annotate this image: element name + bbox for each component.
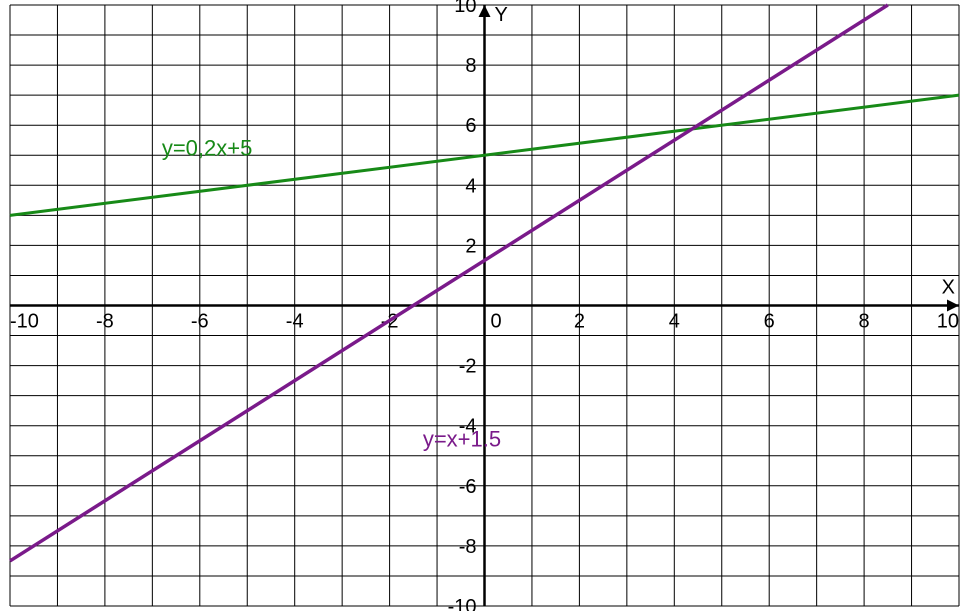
y-tick-label: 2 xyxy=(465,235,476,257)
y-tick-label: -6 xyxy=(459,476,477,498)
line-chart: XY-10-8-6-4-20246810-10-8-6-4-2246810y=0… xyxy=(0,0,969,611)
plot-line-label-1: y=x+1.5 xyxy=(423,427,501,452)
y-tick-label: -10 xyxy=(448,596,477,611)
x-tick-label: 2 xyxy=(574,311,585,333)
x-tick-label: 10 xyxy=(937,311,959,333)
y-tick-label: 6 xyxy=(465,115,476,137)
x-tick-label: 6 xyxy=(764,311,775,333)
x-axis-label: X xyxy=(942,277,955,299)
x-tick-label: -10 xyxy=(10,311,39,333)
x-tick-label: 4 xyxy=(669,311,680,333)
plot-line-label-0: y=0,2x+5 xyxy=(162,135,253,160)
y-tick-label: 10 xyxy=(454,0,476,17)
y-tick-label: -8 xyxy=(459,536,477,558)
x-tick-label: -8 xyxy=(96,311,114,333)
x-tick-label: -6 xyxy=(191,311,209,333)
y-axis-label: Y xyxy=(495,4,508,26)
x-tick-label: 8 xyxy=(859,311,870,333)
chart-container: XY-10-8-6-4-20246810-10-8-6-4-2246810y=0… xyxy=(0,0,969,611)
y-tick-label: -2 xyxy=(459,356,477,378)
x-tick-label: -4 xyxy=(286,311,304,333)
y-tick-label: 8 xyxy=(465,55,476,77)
x-tick-label: 0 xyxy=(491,311,502,333)
y-tick-label: 4 xyxy=(465,175,476,197)
